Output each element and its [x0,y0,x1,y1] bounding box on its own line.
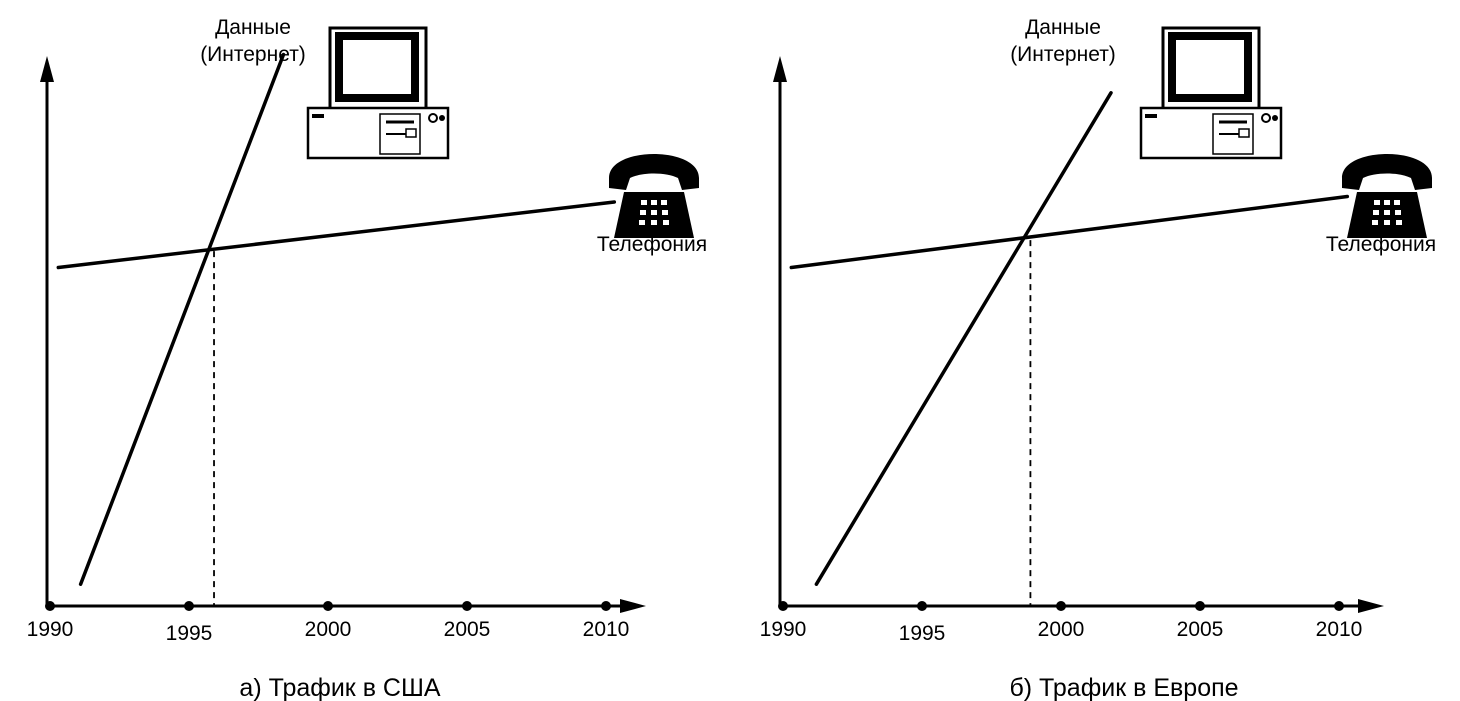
panel-caption: б) Трафик в Европе [1009,674,1238,701]
series-line-data [78,52,286,586]
tick-label: 2005 [1177,618,1224,641]
computer-icon [1141,28,1281,158]
series-line-telephony [789,194,1350,270]
series-line-telephony [56,200,617,270]
tick-mark [323,601,333,611]
tick-mark [917,601,927,611]
series-label-data: Данные [1025,16,1101,39]
series-label-data: (Интернет) [1010,43,1116,66]
x-axis-arrow [620,599,646,613]
x-axis-arrow [1358,599,1384,613]
panel-usa: 1990 1995 2000 2005 2010 Данные (Интернет) Теле… [27,16,707,701]
tick-label: 2010 [1316,618,1363,641]
panel-caption: а) Трафик в США [239,674,440,701]
tick-label: 1995 [899,622,946,645]
tick-mark [462,601,472,611]
y-axis-arrow [773,56,787,82]
series-label-telephony: Телефония [597,233,707,256]
series-label-telephony: Телефония [1326,233,1436,256]
tick-mark [1195,601,1205,611]
tick-mark [1056,601,1066,611]
tick-label: 1990 [27,618,74,641]
telephone-icon [609,154,699,238]
telephone-icon [1342,154,1432,238]
tick-mark [45,601,55,611]
series-label-data: (Интернет) [200,43,306,66]
tick-label: 2010 [583,618,630,641]
panel-europe: 1990 1995 2000 2005 2010 Данные (Интернет) Теле… [760,16,1436,701]
series-label-data: Данные [215,16,291,39]
computer-icon [308,28,448,158]
y-axis-arrow [40,56,54,82]
tick-mark [778,601,788,611]
series-line-data [814,91,1113,586]
tick-label: 2000 [305,618,352,641]
tick-mark [184,601,194,611]
tick-label: 1990 [760,618,807,641]
tick-label: 2005 [444,618,491,641]
tick-label: 2000 [1038,618,1085,641]
tick-mark [601,601,611,611]
tick-label: 1995 [166,622,213,645]
tick-mark [1334,601,1344,611]
